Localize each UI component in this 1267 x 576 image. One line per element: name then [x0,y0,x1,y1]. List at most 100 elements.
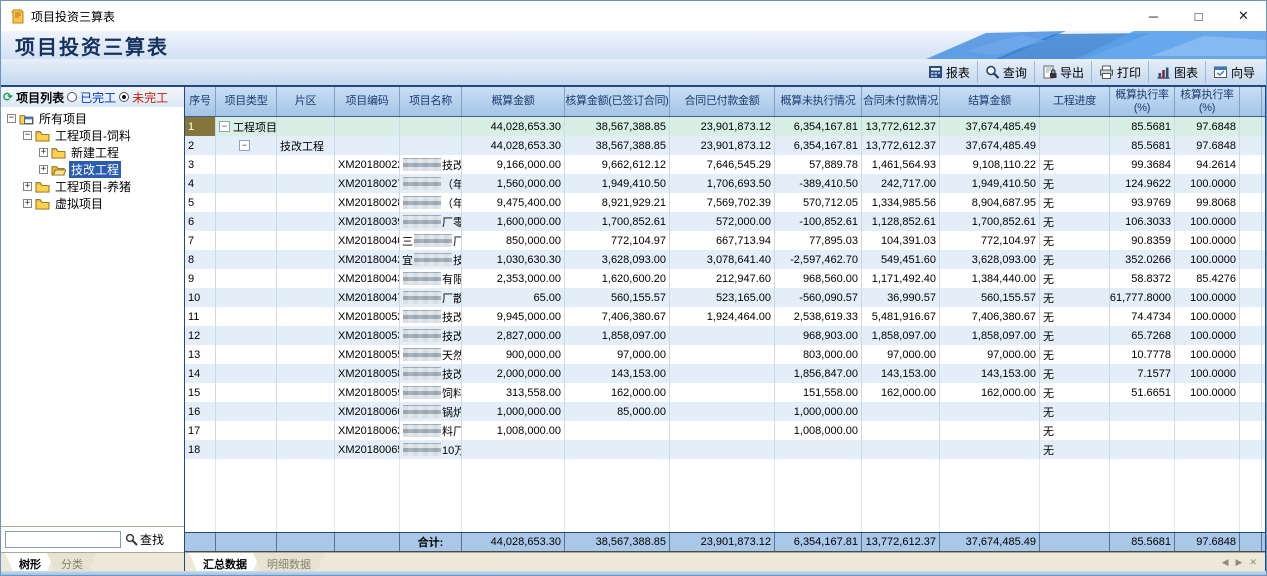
table-row[interactable]: 11 XM20180052 技改 9,945,000.00 7,406,380.67 1,… [185,307,1265,326]
col-header-v6[interactable]: 工程进度 [1040,87,1110,116]
col-header-name[interactable]: 项目名称 [400,87,462,116]
prev-tab-icon[interactable]: ◀ [1221,556,1229,567]
cell-budget-rate: 58.8372 [1110,269,1175,288]
col-header-v5[interactable]: 结算金额 [940,87,1040,116]
cell-paid: 7,569,702.39 [670,193,775,212]
grid-filler-column [1110,459,1175,532]
data-view-tab[interactable]: 明细数据 [253,553,325,571]
tree-item[interactable]: + 虚拟项目 [1,195,184,212]
table-row[interactable]: 6 XM20180039 厂零 1,600,000.00 1,700,852.61 572… [185,212,1265,231]
cell-budget-unexec: 968,560.00 [775,269,862,288]
tree-expander-icon[interactable]: − [23,130,32,140]
table-row[interactable]: 14 XM20180058 技改 2,000,000.00 143,153.00 1,85… [185,364,1265,383]
tree-expander-icon[interactable]: − [7,113,16,123]
toolbar-wizard-button[interactable]: 向导 [1204,61,1262,83]
table-row[interactable]: 12 XM20180053 技改 2,827,000.00 1,858,097.00 96… [185,326,1265,345]
col-header-area[interactable]: 片区 [277,87,335,116]
table-row[interactable]: 10 XM20180047 厂散 65.00 560,155.57 523,165.00-… [185,288,1265,307]
tree-item[interactable]: + 新建工程 [1,144,184,161]
cell-blank [1240,231,1262,250]
cell-audit-rate: 97.6848 [1175,117,1240,136]
project-name-suffix: 料厂 [442,425,462,438]
close-button[interactable]: ✕ [1238,8,1249,23]
tree-item[interactable]: + 工程项目-养猪 [1,178,184,195]
cell-budget-rate: 51.6651 [1110,383,1175,402]
table-row[interactable]: 18 XM20180065 10万 无 [185,440,1265,459]
cell-project-code [335,117,400,136]
col-header-type[interactable]: 项目类型 [216,87,277,116]
collapse-icon[interactable]: − [219,121,230,132]
table-row[interactable]: 17 XM20180062 料厂 1,008,000.00 1,008,000.00 无 [185,421,1265,440]
sidebar-tab[interactable]: 分类 [47,553,97,571]
col-header-v0[interactable]: 概算金额 [462,87,565,116]
maximize-button[interactable]: □ [1194,8,1203,24]
cell-audit-rate: 100.0000 [1175,307,1240,326]
cell-project-code: XM20180065 [335,440,400,459]
cell-area [277,117,335,136]
col-header-v2[interactable]: 合同已付款金额 [670,87,775,116]
table-row[interactable]: 4 XM20180027 （年 1,560,000.00 1,949,410.50 1,7… [185,174,1265,193]
cell-blank [1240,364,1262,383]
project-list-header: ⟳ 项目列表 已完工 未完工 [1,87,184,107]
col-header-v1[interactable]: 核算金额(已签订合同) [565,87,670,116]
toolbar-query-button[interactable]: 查询 [976,61,1034,83]
tree-expander-icon[interactable]: + [23,181,32,191]
redacted-name-mosaic [403,291,441,304]
table-row[interactable]: 16 XM20180060 锅炉 1,000,000.00 85,000.00 1,000… [185,402,1265,421]
toolbar-export-button[interactable]: 导出 [1033,61,1091,83]
project-name-suffix: 厂零 [442,216,462,229]
table-row[interactable]: 7XM20180040三厂散850,000.00772,104.97667,71… [185,231,1265,250]
cell-budget: 313,558.00 [462,383,565,402]
table-row[interactable]: 9 XM20180043 有限 2,353,000.00 1,620,600.20 212… [185,269,1265,288]
tree-item[interactable]: − 所有项目 [1,110,184,127]
search-input[interactable] [5,531,121,548]
cell-contract-unpaid: 162,000.00 [862,383,940,402]
col-header-v3[interactable]: 概算未执行情况 [775,87,862,116]
col-header-v8[interactable]: 核算执行率 (%) [1175,87,1240,116]
find-button[interactable]: 查找 [125,531,164,548]
table-row[interactable]: 2 − 技改工程 44,028,653.30 38,567,388.85 23,901,8… [185,136,1265,155]
table-row[interactable]: 8XM20180042宜技改1,030,630.303,628,093.003,… [185,250,1265,269]
cell-progress [1040,117,1110,136]
table-row[interactable]: 1− 工程项目 44,028,653.30 38,567,388.85 23,901,8… [185,117,1265,136]
tree-expander-icon[interactable]: + [39,164,48,174]
table-row[interactable]: 13 XM20180055 天然 900,000.00 97,000.00 803,000… [185,345,1265,364]
cell-budget-rate [1110,421,1175,440]
tree-expander-icon[interactable]: + [23,198,32,208]
col-header-code[interactable]: 项目编码 [335,87,400,116]
table-row[interactable]: 15 XM20180059 饲料 313,558.00 162,000.00 151,55… [185,383,1265,402]
sidebar-tab[interactable]: 树形 [5,553,55,571]
tree-item[interactable]: + 技改工程 [1,161,184,178]
col-header-no[interactable]: 序号 [185,87,216,116]
collapse-icon[interactable]: − [239,140,250,151]
refresh-icon[interactable]: ⟳ [3,90,14,104]
col-header-blank[interactable] [1240,87,1262,116]
cell-paid: 523,165.00 [670,288,775,307]
table-row[interactable]: 5 XM20180028 （年 9,475,400.00 8,921,929.21 7,5… [185,193,1265,212]
cell-contract-unpaid: 1,858,097.00 [862,326,940,345]
completed-radio-label[interactable]: 已完工 [80,90,117,105]
table-row[interactable]: 3 XM20180022 技改 9,166,000.00 9,662,612.12 7,6… [185,155,1265,174]
close-tab-icon[interactable]: ✕ [1249,556,1257,567]
toolbar-print-button[interactable]: 打印 [1090,61,1148,83]
toolbar-report-label: 报表 [945,65,970,80]
cell-contract-unpaid: 5,481,916.67 [862,307,940,326]
cell-paid: 7,646,545.29 [670,155,775,174]
uncompleted-radio-label[interactable]: 未完工 [132,90,169,105]
grid-filler-column [277,459,335,532]
minimize-button[interactable]: ─ [1148,8,1159,24]
col-header-v7[interactable]: 概算执行率 (%) [1110,87,1175,116]
cell-progress: 无 [1040,307,1110,326]
main-area: ⟳ 项目列表 已完工 未完工 − 所有项目 − 工程项目-饲料 + 新建工程 + 技改工程 + 工… [1,87,1266,571]
cell-paid [670,440,775,459]
total-cell-empty [277,533,335,551]
tree-item[interactable]: − 工程项目-饲料 [1,127,184,144]
col-header-v4[interactable]: 合同未付款情况 [862,87,940,116]
next-tab-icon[interactable]: ▶ [1235,556,1243,567]
toolbar-report-button[interactable]: 报表 [921,61,977,83]
toolbar-chart-button[interactable]: 图表 [1147,61,1205,83]
data-view-tab[interactable]: 汇总数据 [189,553,261,571]
uncompleted-radio[interactable] [119,92,130,102]
tree-expander-icon[interactable]: + [39,147,48,157]
completed-radio[interactable] [67,92,78,102]
